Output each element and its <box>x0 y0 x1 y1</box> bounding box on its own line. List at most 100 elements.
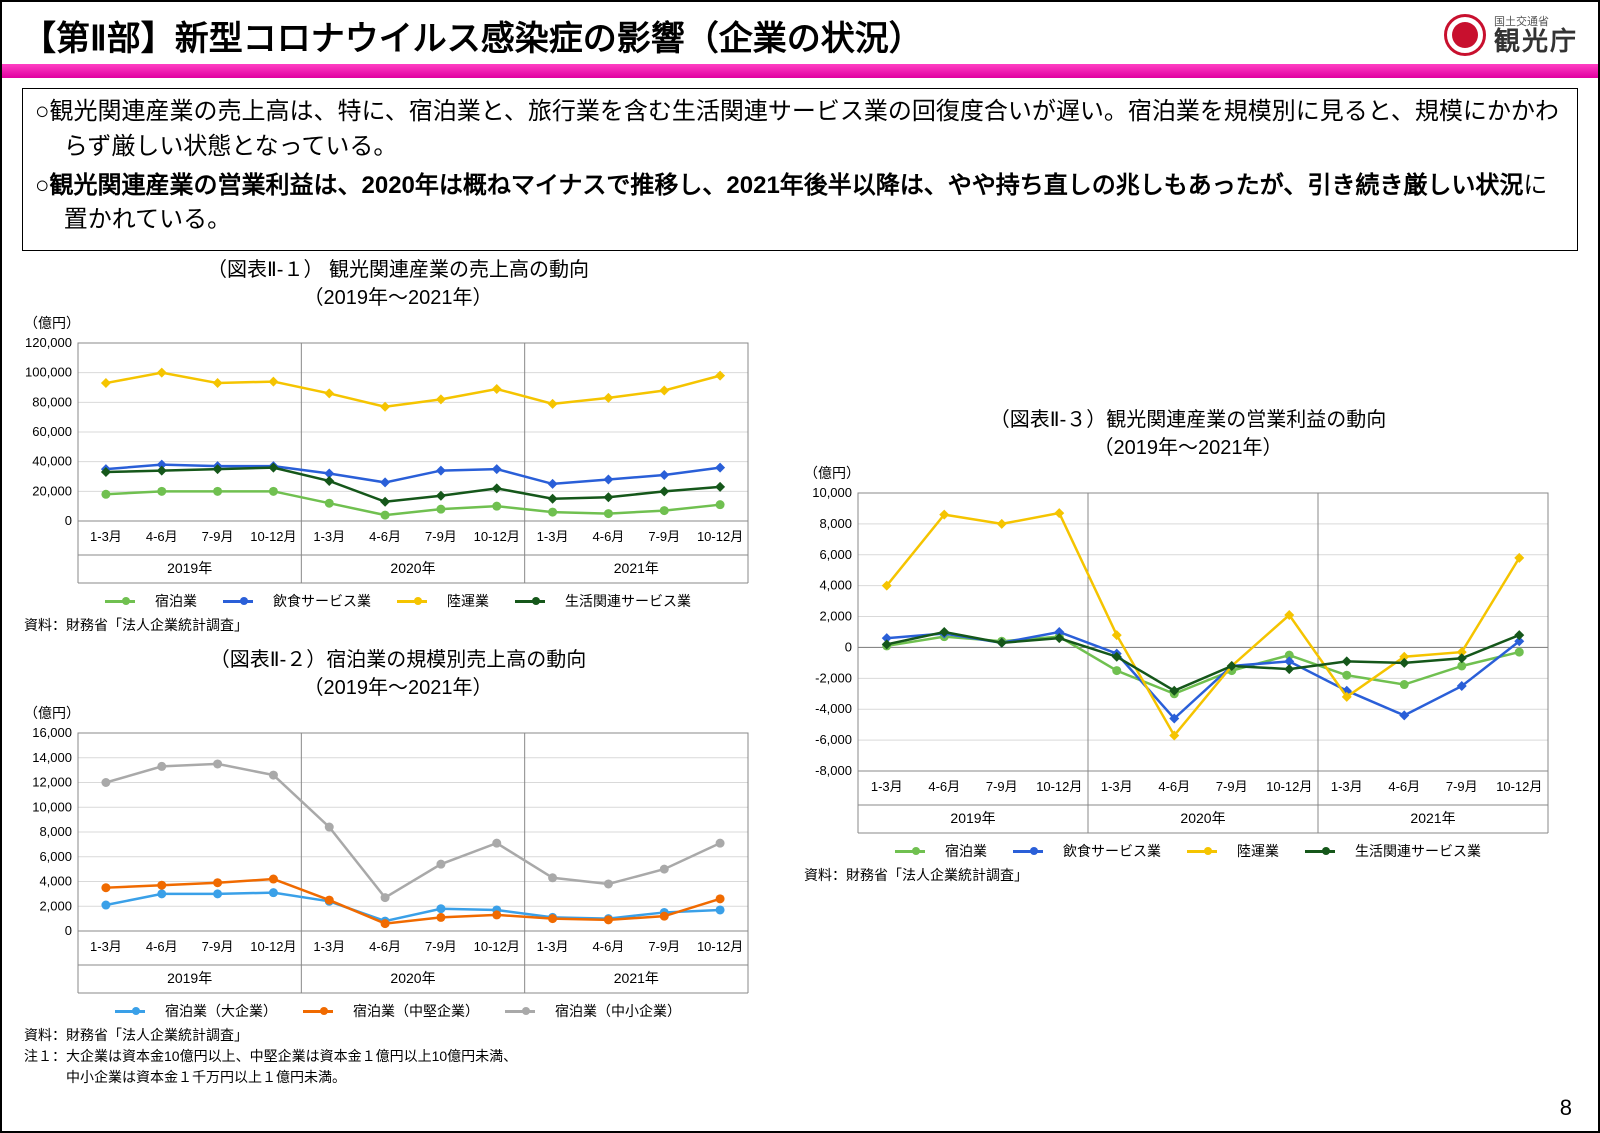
chart-3-title-2: （2019年～2021年） <box>798 435 1578 461</box>
svg-text:7-9月: 7-9月 <box>202 529 234 544</box>
chart-3-legend: 宿泊業 飲食サービス業 陸運業 生活関連サービス業 <box>798 841 1578 861</box>
svg-text:7-9月: 7-9月 <box>425 529 457 544</box>
svg-text:60,000: 60,000 <box>32 424 72 439</box>
legend-label: 生活関連サービス業 <box>565 591 691 611</box>
legend-item: 宿泊業（中堅企業） <box>303 1001 479 1021</box>
svg-text:2020年: 2020年 <box>390 970 435 986</box>
svg-text:4-6月: 4-6月 <box>593 529 625 544</box>
svg-text:4,000: 4,000 <box>819 578 852 593</box>
svg-text:-8,000: -8,000 <box>815 763 852 778</box>
page-number: 8 <box>1560 1095 1572 1121</box>
svg-text:2021年: 2021年 <box>1410 810 1455 826</box>
svg-text:10-12月: 10-12月 <box>1036 779 1082 794</box>
svg-text:0: 0 <box>65 513 72 528</box>
svg-text:0: 0 <box>845 640 852 655</box>
logo-agency: 観光庁 <box>1494 28 1578 54</box>
chart-1-legend: 宿泊業 飲食サービス業 陸運業 生活関連サービス業 <box>18 591 778 611</box>
svg-text:8,000: 8,000 <box>819 516 852 531</box>
header-bar: 【第Ⅱ部】新型コロナウイルス感染症の影響（企業の状況） 国土交通省 観光庁 <box>2 2 1598 64</box>
legend-label: 宿泊業（中堅企業） <box>353 1001 479 1021</box>
svg-text:6,000: 6,000 <box>39 849 72 864</box>
svg-text:2021年: 2021年 <box>614 970 659 986</box>
svg-text:1-3月: 1-3月 <box>871 779 903 794</box>
svg-text:10-12月: 10-12月 <box>250 939 296 954</box>
svg-text:7-9月: 7-9月 <box>425 939 457 954</box>
svg-text:12,000: 12,000 <box>32 775 72 790</box>
chart-1-source: 資料：財務省「法人企業統計調査」 <box>24 615 778 635</box>
svg-text:10-12月: 10-12月 <box>474 529 520 544</box>
svg-text:4-6月: 4-6月 <box>928 779 960 794</box>
svg-text:10-12月: 10-12月 <box>1496 779 1542 794</box>
svg-text:10-12月: 10-12月 <box>1266 779 1312 794</box>
chart-3: （図表Ⅱ-３）観光関連産業の営業利益の動向 （2019年～2021年） （億円）… <box>798 407 1578 885</box>
logo-area: 国土交通省 観光庁 <box>1444 14 1578 56</box>
legend-item: 生活関連サービス業 <box>515 591 691 611</box>
page-title: 【第Ⅱ部】新型コロナウイルス感染症の影響（企業の状況） <box>22 11 923 60</box>
svg-text:4-6月: 4-6月 <box>369 939 401 954</box>
summary-box: ○観光関連産業の売上高は、特に、宿泊業と、旅行業を含む生活関連サービス業の回復度… <box>22 88 1578 251</box>
chart-1-plot: 020,00040,00060,00080,000100,000120,0001… <box>18 335 778 585</box>
chart-2: （図表Ⅱ-２）宿泊業の規模別売上高の動向 （2019年～2021年） （億円） … <box>18 647 778 1087</box>
summary-line-2: ○観光関連産業の営業利益は、2020年は概ねマイナスで推移し、2021年後半以降… <box>35 169 1565 239</box>
svg-text:4-6月: 4-6月 <box>369 529 401 544</box>
summary-line-2-bold: ○観光関連産業の営業利益は、2020年は概ねマイナスで推移し、2021年後半以降… <box>35 172 1523 199</box>
svg-text:-2,000: -2,000 <box>815 671 852 686</box>
svg-text:20,000: 20,000 <box>32 484 72 499</box>
svg-text:4-6月: 4-6月 <box>593 939 625 954</box>
legend-item: 飲食サービス業 <box>223 591 371 611</box>
chart-3-title-1: （図表Ⅱ-３）観光関連産業の営業利益の動向 <box>798 407 1578 433</box>
svg-text:1-3月: 1-3月 <box>537 529 569 544</box>
svg-text:1-3月: 1-3月 <box>313 939 345 954</box>
chart-1: （図表Ⅱ-１） 観光関連産業の売上高の動向 （2019年～2021年） （億円）… <box>18 257 778 635</box>
summary-line-1: ○観光関連産業の売上高は、特に、宿泊業と、旅行業を含む生活関連サービス業の回復度… <box>35 95 1565 165</box>
svg-text:4-6月: 4-6月 <box>1388 779 1420 794</box>
svg-text:6,000: 6,000 <box>819 547 852 562</box>
logo-icon <box>1444 14 1486 56</box>
chart-1-unit: （億円） <box>24 313 778 333</box>
svg-text:2019年: 2019年 <box>167 560 212 576</box>
svg-text:2021年: 2021年 <box>614 560 659 576</box>
svg-text:2,000: 2,000 <box>819 609 852 624</box>
legend-label: 宿泊業 <box>155 591 197 611</box>
svg-text:0: 0 <box>65 923 72 938</box>
svg-text:100,000: 100,000 <box>25 365 72 380</box>
svg-text:7-9月: 7-9月 <box>648 529 680 544</box>
svg-text:120,000: 120,000 <box>25 335 72 350</box>
svg-text:2,000: 2,000 <box>39 898 72 913</box>
legend-item: 陸運業 <box>397 591 489 611</box>
chart-3-unit: （億円） <box>804 463 1578 483</box>
chart-2-note-2: 中小企業は資本金１千万円以上１億円未満。 <box>24 1068 778 1087</box>
chart-2-note-1: 注１：大企業は資本金10億円以上、中堅企業は資本金１億円以上10億円未満、 <box>24 1047 778 1066</box>
legend-label: 飲食サービス業 <box>1063 841 1161 861</box>
svg-text:1-3月: 1-3月 <box>90 939 122 954</box>
chart-2-title-2: （2019年～2021年） <box>18 675 778 701</box>
chart-2-unit: （億円） <box>24 703 778 723</box>
svg-text:1-3月: 1-3月 <box>1331 779 1363 794</box>
svg-text:80,000: 80,000 <box>32 395 72 410</box>
legend-label: 陸運業 <box>447 591 489 611</box>
svg-text:4-6月: 4-6月 <box>1158 779 1190 794</box>
chart-2-source: 資料：財務省「法人企業統計調査」 <box>24 1025 778 1045</box>
svg-text:1-3月: 1-3月 <box>313 529 345 544</box>
legend-label: 宿泊業（中小企業） <box>555 1001 681 1021</box>
svg-text:10,000: 10,000 <box>32 799 72 814</box>
svg-text:2019年: 2019年 <box>950 810 995 826</box>
chart-1-title-2: （2019年～2021年） <box>18 285 778 311</box>
svg-text:2020年: 2020年 <box>1180 810 1225 826</box>
svg-text:10-12月: 10-12月 <box>697 529 743 544</box>
svg-text:-4,000: -4,000 <box>815 701 852 716</box>
svg-text:7-9月: 7-9月 <box>648 939 680 954</box>
legend-item: 宿泊業（中小企業） <box>505 1001 681 1021</box>
svg-text:1-3月: 1-3月 <box>90 529 122 544</box>
svg-text:7-9月: 7-9月 <box>1216 779 1248 794</box>
svg-text:7-9月: 7-9月 <box>1446 779 1478 794</box>
legend-label: 陸運業 <box>1237 841 1279 861</box>
svg-text:8,000: 8,000 <box>39 824 72 839</box>
legend-label: 飲食サービス業 <box>273 591 371 611</box>
chart-3-plot: -8,000-6,000-4,000-2,00002,0004,0006,000… <box>798 485 1578 835</box>
svg-text:4-6月: 4-6月 <box>146 939 178 954</box>
chart-1-title-1: （図表Ⅱ-１） 観光関連産業の売上高の動向 <box>18 257 778 283</box>
legend-item: 陸運業 <box>1187 841 1279 861</box>
legend-item: 宿泊業（大企業） <box>115 1001 277 1021</box>
legend-label: 宿泊業（大企業） <box>165 1001 277 1021</box>
